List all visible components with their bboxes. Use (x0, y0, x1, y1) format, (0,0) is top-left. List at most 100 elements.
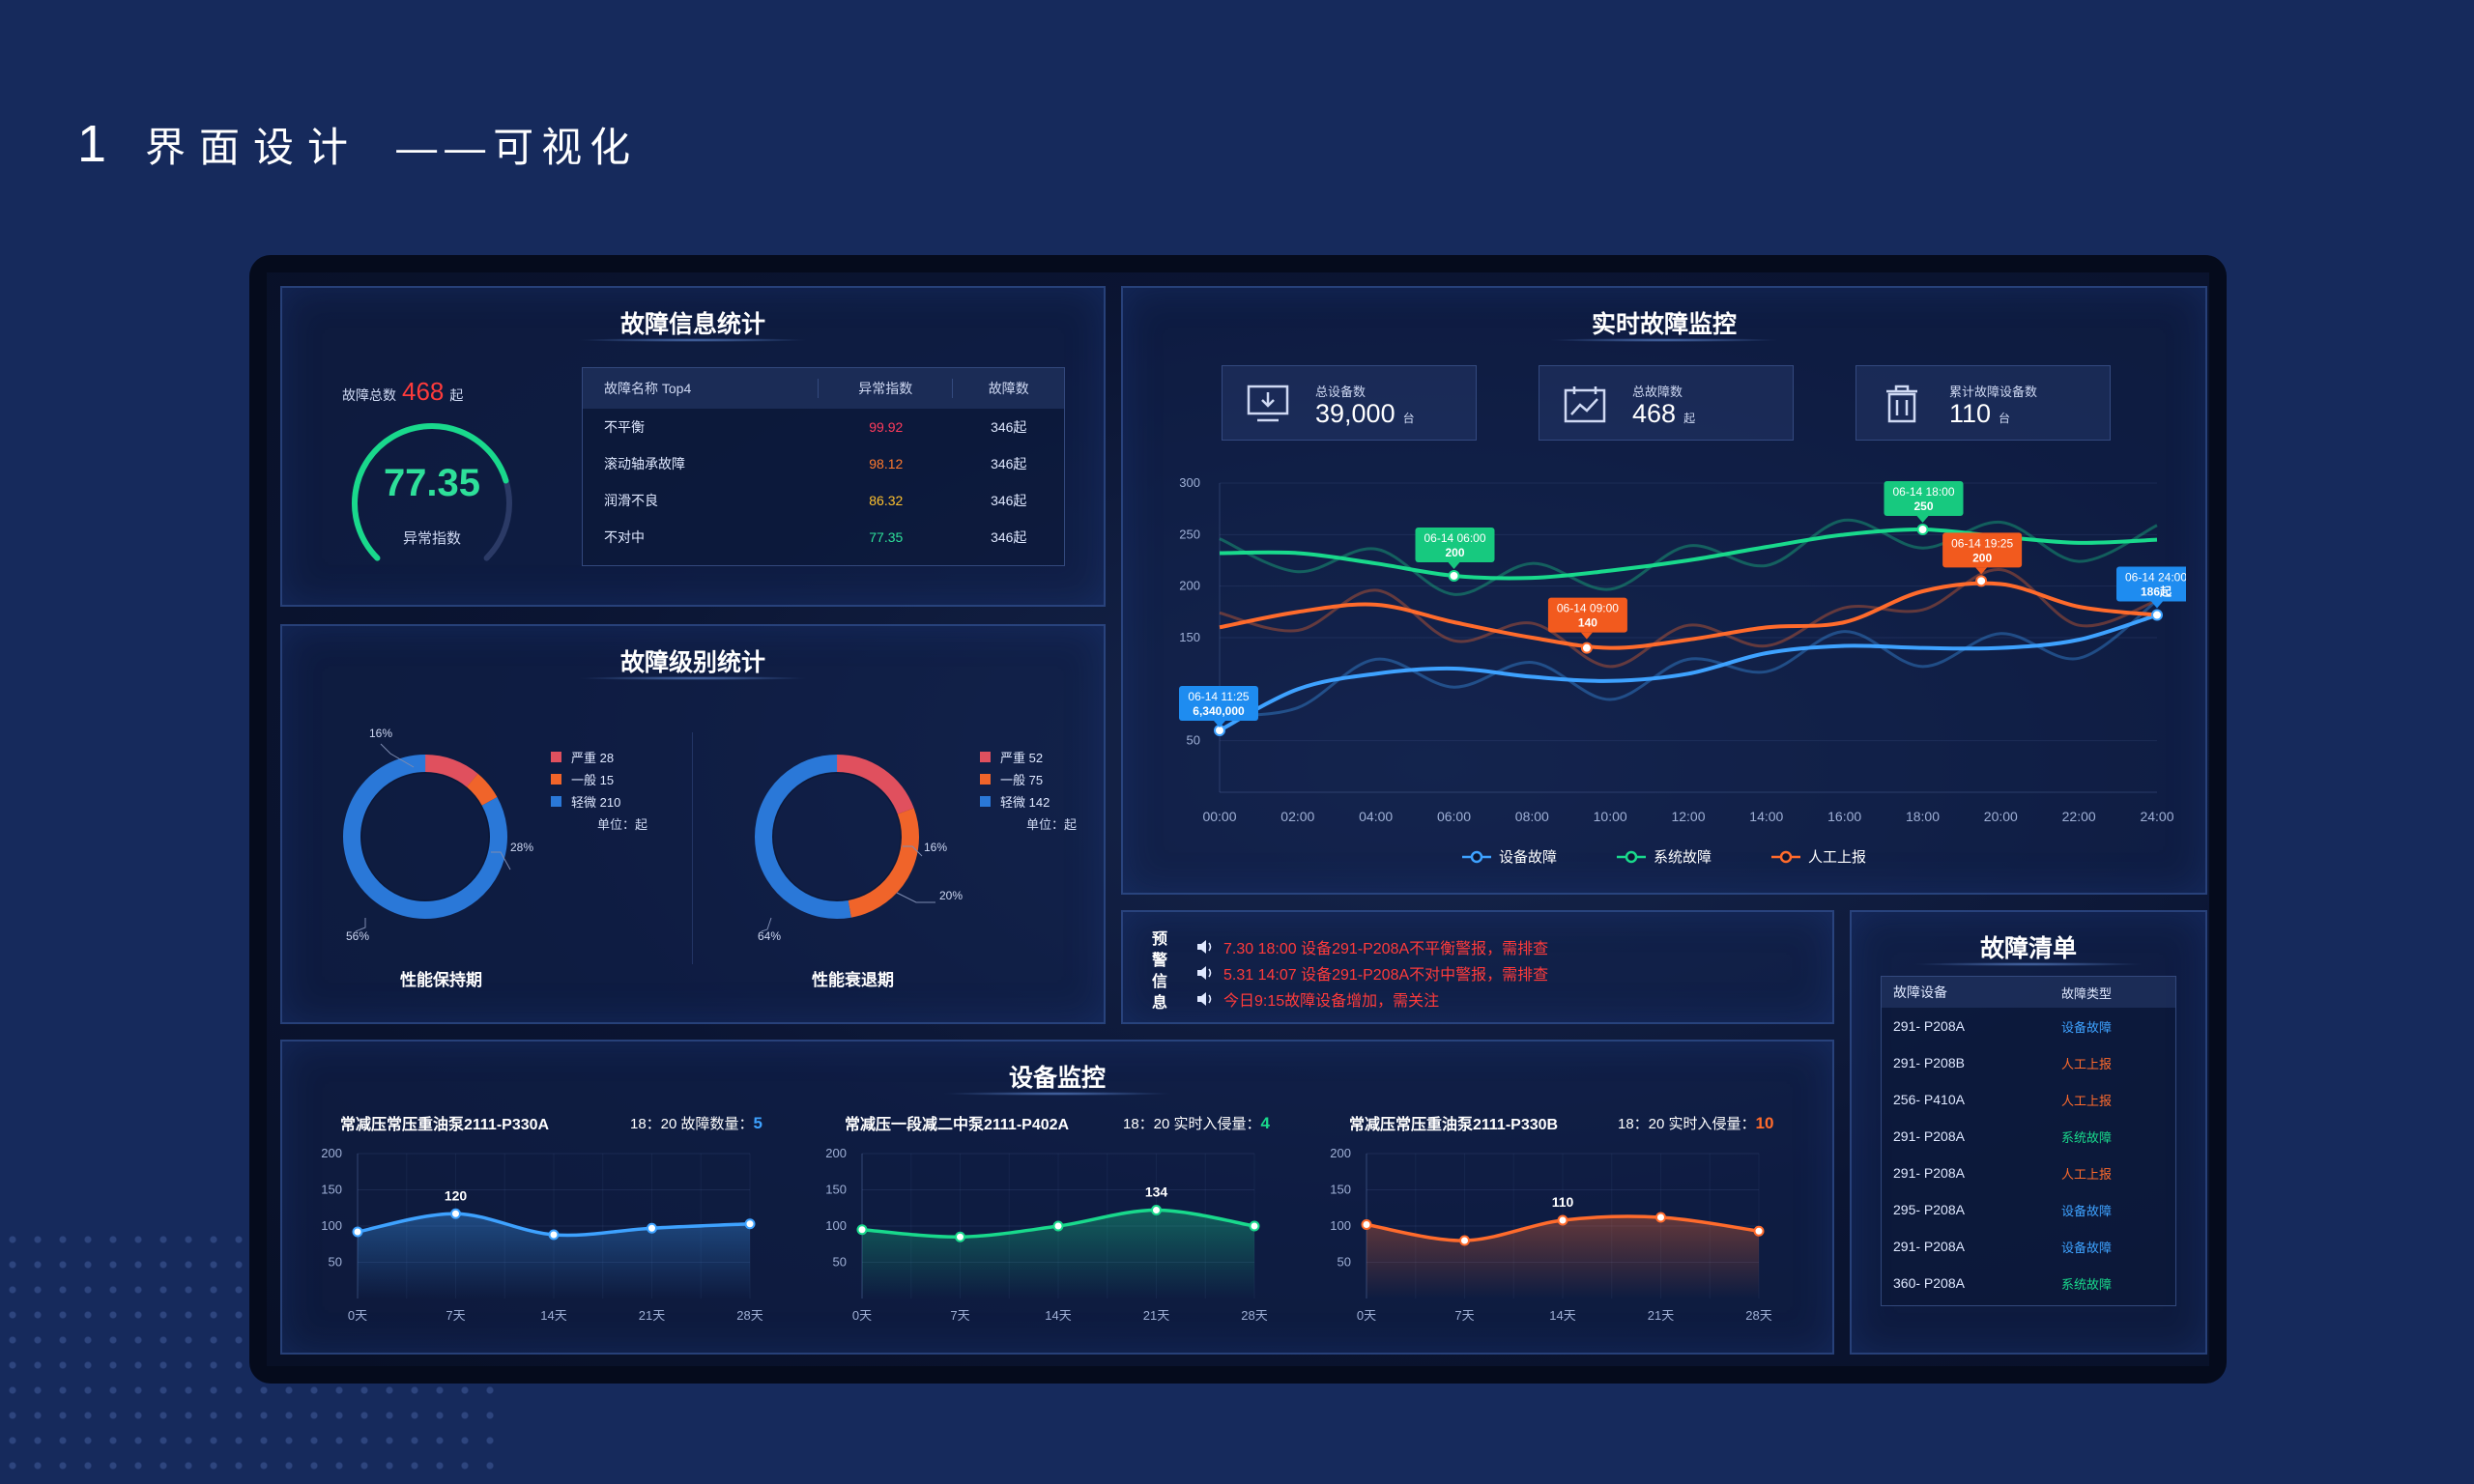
leader-line (355, 918, 366, 931)
col-index: 异常指数 (819, 379, 954, 398)
trend-calendar-icon (1564, 386, 1606, 423)
list-item[interactable]: 291- P208A 人工上报 (1882, 1155, 2175, 1191)
list-item[interactable]: 295- P208A 设备故障 (1882, 1191, 2175, 1228)
table-header: 故障名称 Top4 异常指数 故障数 (583, 368, 1064, 409)
tooltip-time: 06-14 19:25 (1951, 536, 2013, 550)
donut-slice (343, 755, 507, 919)
y-tick-label: 100 (1330, 1218, 1351, 1233)
fault-total: 故障总数 468 起 (342, 377, 463, 407)
list-item[interactable]: 360- P208A 系统故障 (1882, 1265, 2175, 1301)
device-stat-label: 18：20 实时入侵量： (1618, 1116, 1756, 1132)
warning-item[interactable]: 今日9:15故障设备增加，需关注 (1196, 985, 1548, 1012)
x-tick-label: 16:00 (1827, 809, 1861, 824)
col-type: 故障类型 (2061, 985, 2113, 1001)
device-id: 291- P208A (1893, 1018, 1965, 1034)
list-item[interactable]: 291- P208A 设备故障 (1882, 1228, 2175, 1265)
list-item[interactable]: 291- P208B 人工上报 (1882, 1044, 2175, 1081)
fault-name: 滚动轴承故障 (604, 456, 685, 471)
legend-item: 严重 28 (571, 751, 615, 765)
fault-info-panel: 故障信息统计 故障总数 468 起 77.35 异常指数 故障名称 Top4 异常指… (280, 286, 1106, 607)
device-id: 291- P208A (1893, 1128, 1965, 1144)
anomaly-gauge (352, 423, 512, 561)
x-tick-label: 08:00 (1515, 809, 1549, 824)
fault-name: 不对中 (604, 529, 645, 545)
warning-text: 今日9:15故障设备增加，需关注 (1223, 992, 1440, 1010)
stat-label: 总设备数 (1315, 385, 1366, 399)
x-tick-label: 28天 (1241, 1308, 1267, 1323)
trash-icon (1886, 385, 1917, 423)
data-point (744, 1218, 756, 1230)
panel-title: 实时故障监控 (1591, 311, 1737, 338)
stat-value: 468 起 (1632, 399, 1695, 429)
device-id: 291- P208A (1893, 1165, 1965, 1181)
list-item[interactable]: 291- P208A 设备故障 (1882, 1008, 2175, 1044)
table-row[interactable]: 不平衡 99.92 346起 (583, 409, 1064, 445)
data-point (1916, 524, 1929, 535)
fault-count: 346起 (991, 419, 1027, 435)
x-tick-label: 06:00 (1437, 809, 1471, 824)
fault-count: 346起 (991, 493, 1027, 508)
fault-type: 人工上报 (2061, 1093, 2113, 1108)
stat-card-fault-devices: 累计故障设备数 110 台 (1856, 365, 2111, 441)
fault-list-table: 故障设备 故障类型 291- P208A 设备故障 291- P208B 人工上报 25… (1881, 976, 2176, 1306)
x-tick-label: 22:00 (2062, 809, 2096, 824)
fault-index: 86.32 (869, 493, 904, 508)
table-row[interactable]: 滚动轴承故障 98.12 346起 (583, 445, 1064, 482)
table-header: 故障设备 故障类型 (1882, 977, 2175, 1008)
device-name: 常减压常压重油泵2111-P330A (340, 1117, 550, 1133)
data-point (450, 1208, 461, 1219)
y-tick-label: 200 (825, 1146, 847, 1160)
table-row[interactable]: 不对中 77.35 346起 (583, 519, 1064, 556)
x-tick-label: 21天 (1143, 1308, 1169, 1323)
gauge-label: 异常指数 (402, 530, 461, 547)
table-row[interactable]: 润滑不良 86.32 346起 (583, 482, 1064, 519)
tooltip-time: 06-14 06:00 (1424, 531, 1485, 545)
tooltip-time: 06-14 24:00 (2125, 571, 2186, 585)
donut-inner-ring (360, 772, 490, 901)
list-item[interactable]: 256- P410A 人工上报 (1882, 1081, 2175, 1118)
fault-type: 系统故障 (2061, 1129, 2113, 1145)
x-tick-label: 14天 (540, 1308, 566, 1323)
stat-unit: 台 (1402, 412, 1415, 425)
area-fill (358, 1213, 750, 1298)
speaker-icon (1197, 965, 1212, 980)
list-item[interactable]: 291- P208A 系统故障 (1882, 1118, 2175, 1155)
stat-value: 39,000 台 (1315, 399, 1415, 429)
divider (692, 732, 693, 964)
x-tick-label: 10:00 (1594, 809, 1627, 824)
data-point (1459, 1235, 1470, 1246)
device-stat-label: 18：20 故障数量： (630, 1116, 754, 1132)
x-tick-label: 18:00 (1906, 809, 1940, 824)
legend-label: 系统故障 (1653, 849, 1712, 866)
x-tick-label: 21天 (1648, 1308, 1674, 1323)
x-tick-label: 14天 (1549, 1308, 1575, 1323)
x-tick-label: 14:00 (1749, 809, 1783, 824)
legend-item: 一般 15 (571, 773, 615, 787)
legend-label: 人工上报 (1808, 849, 1867, 866)
legend-unit: 单位：起 (1026, 817, 1078, 832)
warning-item[interactable]: 5.31 14:07 设备291-P208A不对中警报，需排查 (1196, 959, 1548, 985)
tooltip-value: 250 (1913, 499, 1933, 513)
y-tick-label: 150 (321, 1183, 342, 1197)
data-point (1753, 1225, 1765, 1237)
legend-item-manual[interactable]: 人工上报 (1771, 846, 1866, 867)
legend-item-system[interactable]: 系统故障 (1616, 846, 1712, 867)
panel-title: 故障信息统计 (619, 311, 765, 338)
legend-item: 轻微 210 (571, 795, 621, 810)
y-tick-label: 150 (1330, 1183, 1351, 1197)
warning-label: 预警信息 (1151, 931, 1167, 1012)
series-shadow-line (1219, 518, 2158, 596)
device-id: 295- P208A (1893, 1202, 1965, 1217)
tooltip-box (1415, 528, 1495, 562)
donut-legend-decline: 严重 52 一般 75 轻微 142 单位：起 (980, 746, 1077, 835)
data-point (352, 1226, 363, 1238)
warning-item[interactable]: 7.30 18:00 设备291-P208A不平衡警报，需排查 (1196, 933, 1548, 959)
y-tick-label: 150 (825, 1183, 847, 1197)
top4-table: 故障名称 Top4 异常指数 故障数 不平衡 99.92 346起 滚动轴承故障 98.… (582, 367, 1065, 566)
tooltip-box (2116, 566, 2186, 602)
fault-type: 设备故障 (2061, 1019, 2113, 1035)
legend-item-device[interactable]: 设备故障 (1461, 846, 1557, 867)
warning-panel: 预警信息 7.30 18:00 设备291-P208A不平衡警报，需排查 5.3… (1121, 910, 1834, 1024)
data-point (548, 1229, 560, 1241)
donut-slice (755, 755, 919, 919)
